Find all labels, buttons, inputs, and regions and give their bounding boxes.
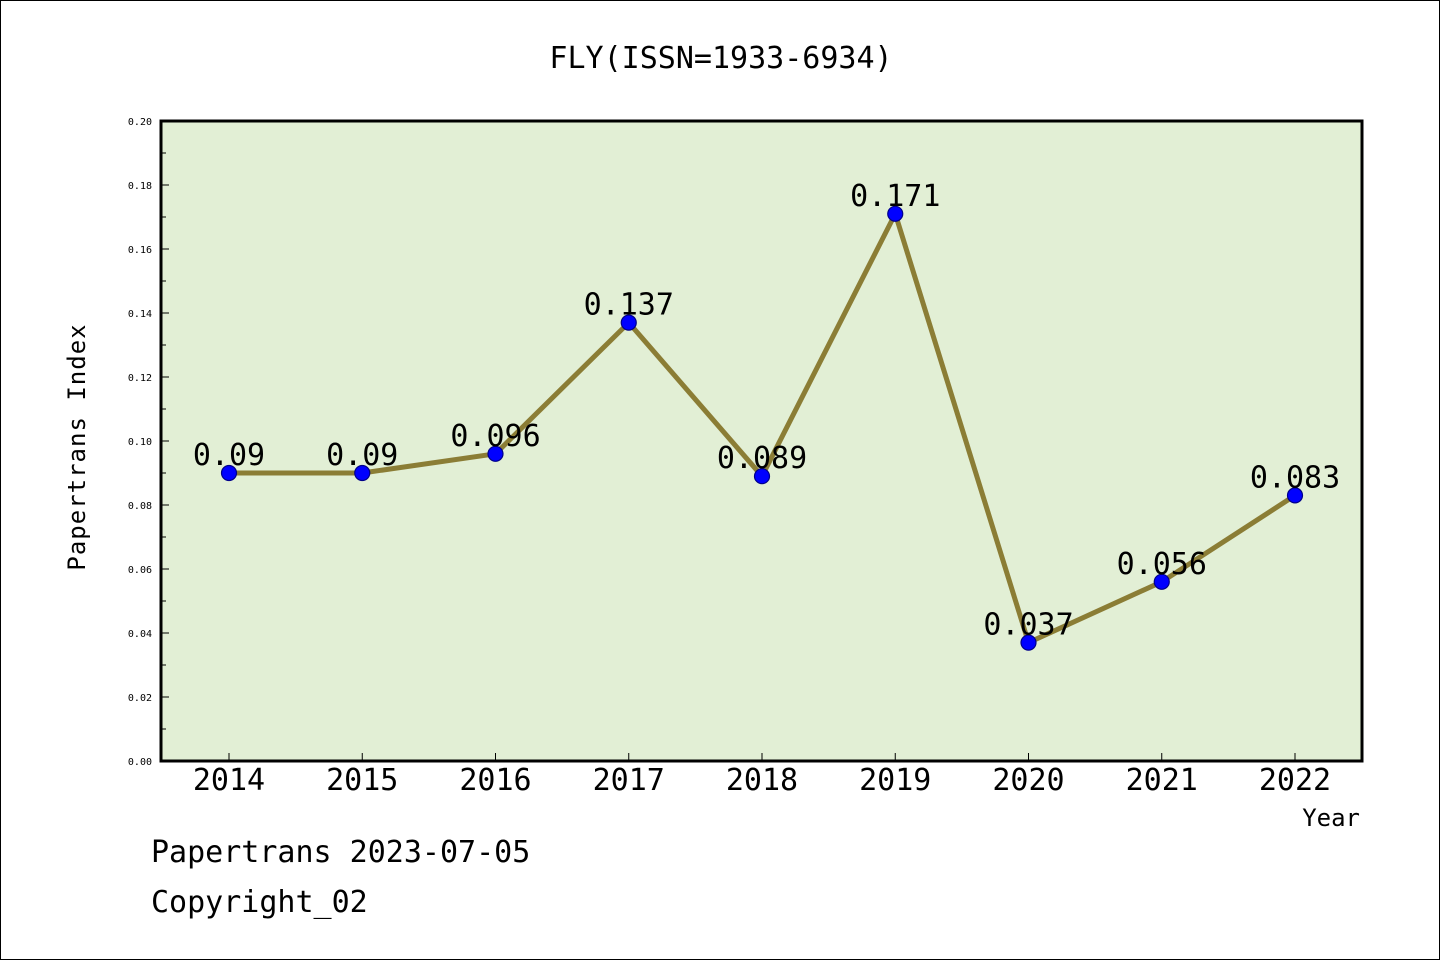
footer-date: Papertrans 2023-07-05	[151, 835, 531, 870]
y-tick-label: 0.16	[128, 245, 152, 256]
y-tick-label: 0.02	[128, 693, 152, 704]
data-label: 0.096	[450, 419, 540, 454]
y-tick-label: 0.00	[128, 757, 152, 768]
data-point	[620, 314, 637, 331]
footer-copyright: Copyright_02	[151, 885, 368, 920]
data-point	[1286, 487, 1304, 504]
data-label: 0.056	[1117, 547, 1207, 582]
x-axis-label: Year	[1302, 804, 1360, 832]
x-tick-label: 2015	[326, 763, 398, 798]
data-label: 0.09	[326, 438, 398, 473]
data-label: 0.089	[717, 441, 807, 476]
x-tick-label: 2021	[1126, 763, 1198, 798]
data-labels: 0.09 0.09 0.096 0.137 0.089 0.171 0.037 0.056 0.…	[193, 179, 1340, 643]
plot-area	[159, 119, 1364, 763]
x-tick-label: 2017	[593, 763, 665, 798]
y-tick-label: 0.04	[128, 629, 152, 640]
data-label: 0.037	[983, 608, 1073, 643]
y-tick-label: 0.10	[128, 437, 152, 448]
data-point	[753, 468, 771, 485]
y-tick-label: 0.06	[128, 565, 152, 576]
data-label: 0.083	[1250, 460, 1340, 495]
y-tick-label: 0.08	[128, 501, 152, 512]
x-tick-label: 2014	[193, 763, 265, 798]
data-point	[1020, 634, 1037, 651]
x-tick-label: 2016	[459, 763, 531, 798]
y-tick-label: 0.14	[128, 309, 152, 320]
x-axis: 2014 2015 2016 2017 2018 2019 2020 2021 2022	[193, 753, 1331, 798]
x-tick-label: 2019	[859, 763, 931, 798]
x-tick-label: 2022	[1259, 763, 1331, 798]
series-papertrans-index	[220, 205, 1304, 651]
y-tick-label: 0.12	[128, 373, 152, 384]
y-axis-label: Papertrans Index	[63, 323, 91, 570]
x-tick-label: 2018	[726, 763, 798, 798]
data-label: 0.09	[193, 438, 265, 473]
data-point	[220, 464, 238, 482]
chart-title: FLY(ISSN=1933-6934)	[549, 41, 892, 76]
data-point	[887, 205, 904, 222]
data-point	[487, 445, 504, 462]
x-tick-label: 2020	[992, 763, 1064, 798]
data-point	[354, 464, 371, 482]
data-point	[1153, 573, 1170, 590]
y-axis: 0.00 0.02 0.04 0.06 0.08 0.10 0.12 0.14 0.16 0.18…	[128, 117, 169, 768]
data-label: 0.171	[850, 179, 940, 214]
data-label: 0.137	[584, 288, 674, 323]
y-tick-label: 0.18	[128, 181, 152, 192]
y-tick-label: 0.20	[128, 117, 152, 128]
